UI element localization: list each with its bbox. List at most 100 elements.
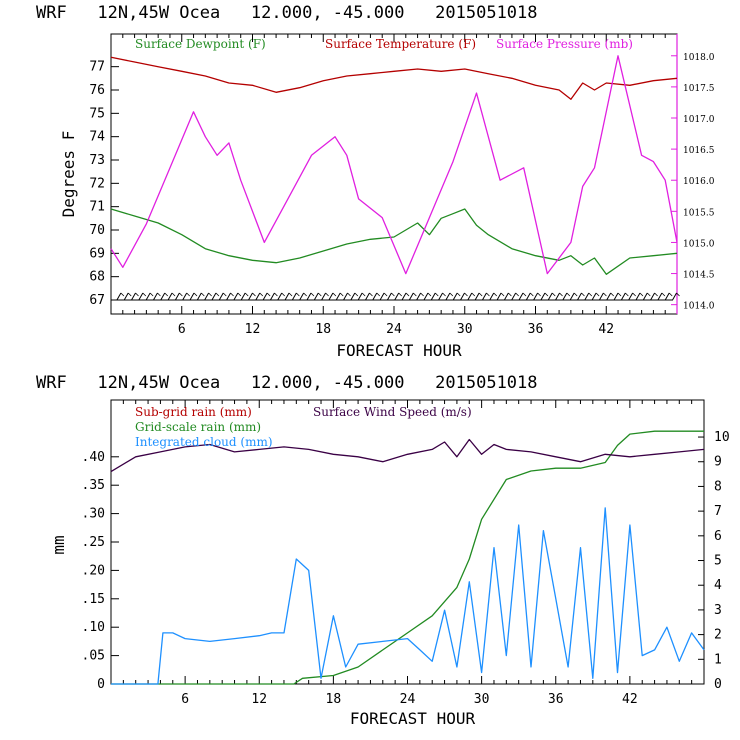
panel1-wind-barb-flag bbox=[398, 292, 402, 297]
panel1-wind-barb-flag bbox=[595, 292, 600, 297]
panel1-y-tick-label: 73 bbox=[89, 153, 105, 168]
panel1-wind-barb bbox=[343, 292, 348, 301]
panel1-wind-barb bbox=[460, 292, 465, 301]
panel1-wind-barb bbox=[321, 292, 327, 301]
panel2-y2-tick-label: 8 bbox=[714, 479, 722, 494]
panel1-wind-barb-flag bbox=[449, 292, 454, 297]
panel2-y2-tick-label: 9 bbox=[714, 455, 722, 470]
panel1-wind-barb bbox=[467, 292, 473, 301]
panel1-wind-barb-flag bbox=[186, 292, 190, 297]
panel1-wind-barb-flag bbox=[296, 292, 300, 297]
panel1-wind-barb bbox=[598, 292, 604, 301]
panel1-wind-barb bbox=[438, 292, 444, 301]
panel1-wind-barb bbox=[642, 292, 648, 301]
panel1-wind-barb bbox=[138, 292, 144, 301]
panel1-legend-entry: Surface Dewpoint (F) bbox=[135, 37, 266, 51]
panel2-y2-tick-label: 4 bbox=[714, 578, 722, 593]
panel2-title: WRF 12N,45W Ocea 12.000, -45.000 2015051… bbox=[36, 373, 538, 393]
panel1-wind-barb bbox=[226, 292, 231, 301]
panel2-y-tick-label: 0 bbox=[97, 677, 105, 692]
panel2-series-line bbox=[110, 438, 705, 473]
panel1-wind-barb-flag bbox=[149, 292, 154, 297]
panel1-wind-barb bbox=[525, 292, 531, 301]
panel1-wind-barb bbox=[379, 292, 385, 301]
panel1-wind-barb bbox=[613, 292, 619, 301]
panel1-wind-barb bbox=[503, 292, 509, 301]
panel1-wind-barb bbox=[291, 292, 297, 301]
panel1-wind-barb bbox=[408, 292, 414, 301]
panel1-x-tick-label: 24 bbox=[386, 322, 402, 337]
panel1-series-line bbox=[110, 208, 678, 275]
panel1-wind-barb-flag bbox=[164, 292, 169, 297]
panel1-wind-barb bbox=[628, 292, 634, 301]
panel1-wind-barb-flag bbox=[354, 292, 359, 297]
panel1-x-axis-label: FORECAST HOUR bbox=[336, 341, 462, 360]
panel1-wind-barb-flag bbox=[464, 292, 468, 297]
panel1-wind-barb-flag bbox=[478, 292, 483, 297]
panel1-y-tick-label: 69 bbox=[89, 246, 105, 261]
panel1-wind-barb-flag bbox=[493, 292, 498, 297]
panel1-wind-barb bbox=[335, 292, 341, 301]
panel1-wind-barb bbox=[416, 292, 422, 301]
panel1-wind-barb-flag bbox=[383, 292, 388, 297]
panel1-series-surface-temperature-f bbox=[110, 56, 678, 100]
panel1-wind-barb-flag bbox=[391, 292, 395, 297]
panel1-wind-barb bbox=[518, 292, 524, 301]
panel1-wind-barb-flag bbox=[537, 292, 541, 297]
panel1-wind-barb-flag bbox=[515, 292, 519, 297]
panel2-y-tick-label: .05 bbox=[82, 649, 105, 664]
panel1-wind-barb bbox=[423, 292, 429, 301]
panel2-y2-tick-label: 3 bbox=[714, 603, 722, 618]
panel1-wind-barb bbox=[584, 292, 590, 301]
panel1-x-tick-label: 42 bbox=[598, 322, 614, 337]
panel1-wind-barb-flag bbox=[413, 292, 417, 297]
panel1-wind-barb-flag bbox=[500, 292, 505, 297]
panel1-wind-barb-flag bbox=[215, 292, 220, 297]
panel1-wind-barb-flag bbox=[281, 292, 286, 297]
panel1-wind-barb-flag bbox=[347, 292, 351, 297]
panel1-wind-barb-flag bbox=[222, 292, 227, 297]
panel1-wind-barb-flag bbox=[332, 292, 337, 297]
panel2-x-tick-label: 36 bbox=[548, 692, 564, 707]
panel2-x-tick-label: 12 bbox=[251, 692, 267, 707]
panel1-wind-barb-flag bbox=[135, 292, 139, 297]
panel1-wind-barb-flag bbox=[405, 292, 410, 297]
panel1-y2-tick-label: 1014.0 bbox=[683, 302, 715, 312]
panel1-wind-barb-flag bbox=[171, 292, 176, 297]
panel1-y-tick-label: 72 bbox=[89, 176, 105, 191]
panel1-wind-barb bbox=[306, 292, 312, 301]
panel1-wind-barb-flag bbox=[361, 292, 366, 297]
panel1-wind-barb-flag bbox=[639, 292, 644, 297]
panel1-wind-barb bbox=[445, 292, 451, 301]
panel1-wind-barb bbox=[555, 292, 560, 301]
panel1-y-tick-label: 74 bbox=[89, 130, 105, 145]
panel2-y2-tick-label: 10 bbox=[714, 430, 730, 445]
panel2-y-axis-label: mm bbox=[49, 535, 68, 554]
panel1-wind-barb-flag bbox=[252, 292, 256, 297]
panel2-y-tick-label: .35 bbox=[82, 478, 105, 493]
panel1-wind-barb-flag bbox=[646, 292, 651, 297]
panel2-y-tick-label: .15 bbox=[82, 592, 105, 607]
panel1-wind-barb bbox=[394, 292, 400, 301]
panel1-wind-barb bbox=[672, 292, 677, 301]
panel1-wind-barb-flag bbox=[566, 292, 571, 297]
panel2-y-tick-label: .40 bbox=[82, 450, 105, 465]
panel1-wind-barb bbox=[240, 292, 246, 301]
panel1-plot-frame bbox=[110, 33, 678, 315]
panel1-wind-barb-flag bbox=[581, 292, 585, 297]
panel1-wind-barb-flag bbox=[442, 292, 446, 297]
panel1-x-tick-label: 6 bbox=[178, 322, 186, 337]
panel1-wind-barb bbox=[496, 292, 502, 301]
panel1-y-tick-label: 70 bbox=[89, 223, 105, 238]
panel1-wind-barb bbox=[489, 292, 495, 301]
panel1-y-tick-label: 76 bbox=[89, 83, 105, 98]
panel1-wind-barb-flag bbox=[632, 292, 636, 297]
panel1-wind-barb bbox=[277, 292, 283, 301]
panel1-wind-barb bbox=[650, 292, 656, 301]
panel1-wind-barb-flag bbox=[339, 292, 344, 297]
panel1-y2-tick-label: 1016.5 bbox=[683, 146, 715, 156]
panel1-wind-barb-flag bbox=[179, 292, 183, 297]
panel1-wind-barb bbox=[218, 292, 224, 301]
panel1-wind-barb-flag bbox=[427, 292, 432, 297]
panel1-wind-barb bbox=[547, 292, 553, 301]
